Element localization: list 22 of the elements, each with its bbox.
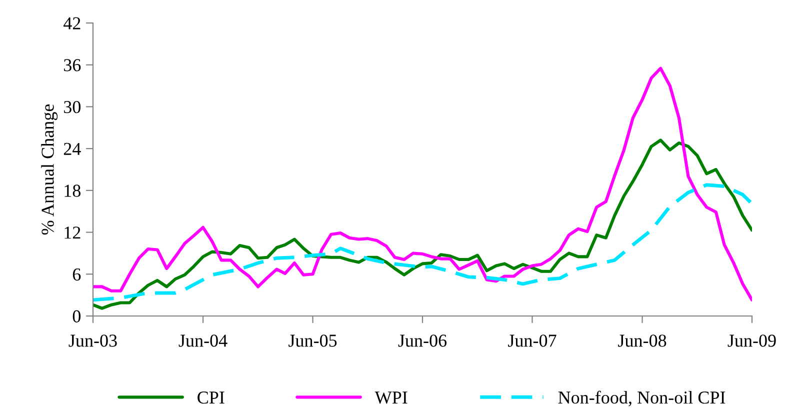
x-tick-label: Jun-06 — [398, 334, 447, 347]
y-tick-label: 42 — [63, 17, 80, 30]
legend-label: CPI — [198, 392, 224, 404]
y-tick-label: 0 — [72, 310, 81, 322]
x-tick-label: Jun-08 — [618, 334, 666, 347]
y-tick-label: 24 — [64, 142, 81, 155]
x-tick-label: Jun-09 — [728, 334, 776, 347]
y-tick-label: 6 — [72, 268, 81, 281]
x-tick-label: Jun-03 — [68, 334, 117, 347]
line-series — [93, 138, 752, 310]
x-tick-label: Jun-04 — [178, 334, 228, 347]
y-tick-label: 36 — [64, 59, 81, 72]
legend-label: WPI — [374, 392, 408, 404]
y-tick-label: 18 — [64, 184, 81, 197]
y-tick-label: 30 — [64, 100, 81, 114]
line-series — [93, 66, 752, 302]
line-series — [93, 183, 752, 302]
x-tick-label: Jun-07 — [508, 334, 556, 347]
x-tick-label: Jun-05 — [288, 334, 337, 347]
legend-label: Non-food, Non-oil CPI — [558, 390, 726, 406]
y-tick-label: 12 — [64, 226, 80, 239]
y-axis-title: % Annual Change — [41, 104, 58, 235]
